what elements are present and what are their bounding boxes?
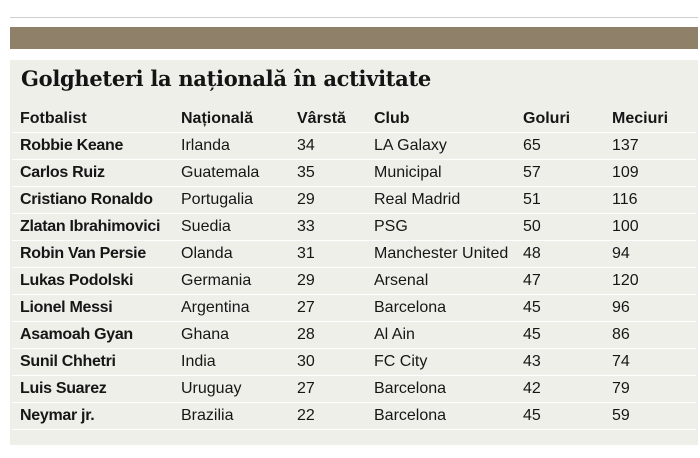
header-player: Fotbalist bbox=[12, 105, 173, 133]
goals-cell: 45 bbox=[515, 402, 604, 430]
matches-cell: 79 bbox=[604, 375, 696, 403]
nationality-cell: Brazilia bbox=[173, 402, 289, 430]
table-row: Robin Van Persie Olanda 31 Manchester Unite… bbox=[12, 240, 696, 268]
age-cell: 30 bbox=[289, 348, 366, 376]
age-cell: 27 bbox=[289, 375, 366, 403]
goals-cell: 51 bbox=[515, 186, 604, 214]
goals-cell: 43 bbox=[515, 348, 604, 376]
club-cell: Barcelona bbox=[366, 375, 515, 403]
club-cell: Municipal bbox=[366, 159, 515, 187]
nationality-cell: India bbox=[173, 348, 289, 376]
age-cell: 33 bbox=[289, 213, 366, 241]
club-cell: Manchester United bbox=[366, 240, 515, 268]
table-row: Lukas Podolski Germania 29 Arsenal 47 120 bbox=[12, 267, 696, 295]
table-row: Zlatan Ibrahimovici Suedia 33 PSG 50 100 bbox=[12, 213, 696, 241]
age-cell: 35 bbox=[289, 159, 366, 187]
player-name-cell: Lionel Messi bbox=[12, 294, 173, 322]
club-cell: Barcelona bbox=[366, 402, 515, 430]
table-row: Luis Suarez Uruguay 27 Barcelona 42 79 bbox=[12, 375, 696, 403]
player-name-cell: Lukas Podolski bbox=[12, 267, 173, 295]
player-name-cell: Sunil Chhetri bbox=[12, 348, 173, 376]
club-cell: PSG bbox=[366, 213, 515, 241]
player-name-cell: Cristiano Ronaldo bbox=[12, 186, 173, 214]
nationality-cell: Uruguay bbox=[173, 375, 289, 403]
age-cell: 28 bbox=[289, 321, 366, 349]
matches-cell: 74 bbox=[604, 348, 696, 376]
header-goals: Goluri bbox=[515, 105, 604, 133]
table-title: Golgheteri la națională în activitate bbox=[21, 66, 431, 91]
table-row: Neymar jr. Brazilia 22 Barcelona 45 59 bbox=[12, 402, 696, 430]
nationality-cell: Irlanda bbox=[173, 132, 289, 160]
age-cell: 31 bbox=[289, 240, 366, 268]
table-body: Robbie Keane Irlanda 34 LA Galaxy 65 137 Carlo… bbox=[12, 132, 696, 430]
header-age: Vârstă bbox=[289, 105, 366, 133]
player-name-cell: Neymar jr. bbox=[12, 402, 173, 430]
club-cell: Al Ain bbox=[366, 321, 515, 349]
table-row: Carlos Ruiz Guatemala 35 Municipal 57 109 bbox=[12, 159, 696, 187]
player-name-cell: Luis Suarez bbox=[12, 375, 173, 403]
player-name-cell: Carlos Ruiz bbox=[12, 159, 173, 187]
matches-cell: 116 bbox=[604, 186, 696, 214]
scorers-table: Fotbalist Națională Vârstă Club Goluri M… bbox=[12, 105, 696, 430]
table-row: Asamoah Gyan Ghana 28 Al Ain 45 86 bbox=[12, 321, 696, 349]
player-name-cell: Zlatan Ibrahimovici bbox=[12, 213, 173, 241]
matches-cell: 86 bbox=[604, 321, 696, 349]
age-cell: 29 bbox=[289, 186, 366, 214]
nationality-cell: Olanda bbox=[173, 240, 289, 268]
nationality-cell: Portugalia bbox=[173, 186, 289, 214]
goals-cell: 45 bbox=[515, 294, 604, 322]
header-nationality: Națională bbox=[173, 105, 289, 133]
matches-cell: 109 bbox=[604, 159, 696, 187]
nationality-cell: Suedia bbox=[173, 213, 289, 241]
player-name-cell: Robin Van Persie bbox=[12, 240, 173, 268]
matches-cell: 100 bbox=[604, 213, 696, 241]
goals-cell: 57 bbox=[515, 159, 604, 187]
header-row: Fotbalist Națională Vârstă Club Goluri M… bbox=[12, 105, 696, 133]
age-cell: 29 bbox=[289, 267, 366, 295]
header-band bbox=[10, 27, 698, 49]
top-divider bbox=[10, 17, 698, 18]
matches-cell: 137 bbox=[604, 132, 696, 160]
goals-cell: 47 bbox=[515, 267, 604, 295]
age-cell: 27 bbox=[289, 294, 366, 322]
header-matches: Meciuri bbox=[604, 105, 696, 133]
club-cell: FC City bbox=[366, 348, 515, 376]
matches-cell: 94 bbox=[604, 240, 696, 268]
table-row: Lionel Messi Argentina 27 Barcelona 45 96 bbox=[12, 294, 696, 322]
matches-cell: 59 bbox=[604, 402, 696, 430]
club-cell: Arsenal bbox=[366, 267, 515, 295]
nationality-cell: Ghana bbox=[173, 321, 289, 349]
player-name-cell: Robbie Keane bbox=[12, 132, 173, 160]
club-cell: LA Galaxy bbox=[366, 132, 515, 160]
age-cell: 22 bbox=[289, 402, 366, 430]
club-cell: Barcelona bbox=[366, 294, 515, 322]
age-cell: 34 bbox=[289, 132, 366, 160]
matches-cell: 120 bbox=[604, 267, 696, 295]
nationality-cell: Germania bbox=[173, 267, 289, 295]
goals-cell: 48 bbox=[515, 240, 604, 268]
goals-cell: 50 bbox=[515, 213, 604, 241]
table-row: Robbie Keane Irlanda 34 LA Galaxy 65 137 bbox=[12, 132, 696, 160]
nationality-cell: Argentina bbox=[173, 294, 289, 322]
nationality-cell: Guatemala bbox=[173, 159, 289, 187]
goals-cell: 42 bbox=[515, 375, 604, 403]
table-row: Cristiano Ronaldo Portugalia 29 Real Madrid… bbox=[12, 186, 696, 214]
goals-cell: 65 bbox=[515, 132, 604, 160]
header-club: Club bbox=[366, 105, 515, 133]
player-name-cell: Asamoah Gyan bbox=[12, 321, 173, 349]
goals-cell: 45 bbox=[515, 321, 604, 349]
club-cell: Real Madrid bbox=[366, 186, 515, 214]
table-row: Sunil Chhetri India 30 FC City 43 74 bbox=[12, 348, 696, 376]
matches-cell: 96 bbox=[604, 294, 696, 322]
